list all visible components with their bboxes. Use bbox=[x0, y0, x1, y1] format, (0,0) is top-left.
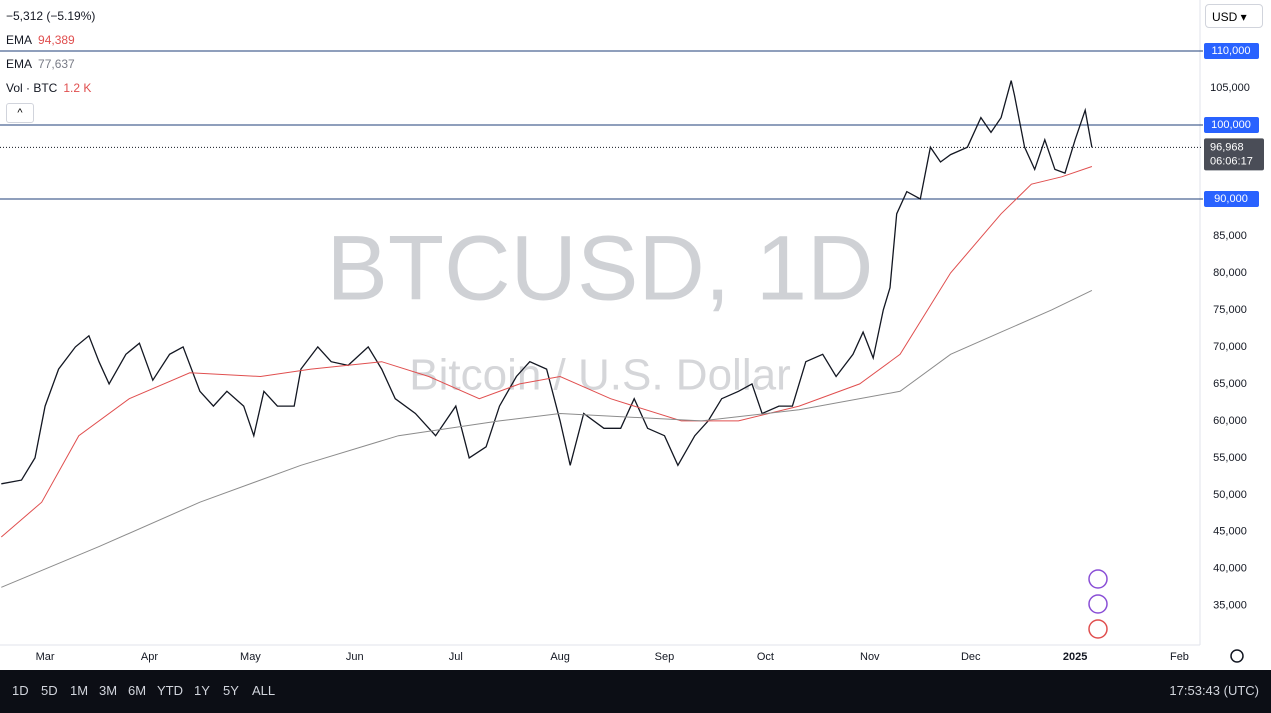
y-tick-label: 40,000 bbox=[1213, 563, 1247, 575]
last-price-bg bbox=[1204, 138, 1264, 171]
x-tick-label: Dec bbox=[961, 651, 981, 663]
y-tick-label: 75,000 bbox=[1213, 304, 1247, 316]
legend-volume: Vol · BTC 1.2 K bbox=[6, 81, 97, 95]
y-tick-label: 85,000 bbox=[1213, 230, 1247, 242]
legend-ema-slow: EMA 77,637 bbox=[6, 57, 81, 71]
range-button[interactable]: YTD bbox=[157, 683, 183, 698]
value: 94,389 bbox=[38, 33, 75, 47]
ema-line bbox=[1, 289, 1093, 588]
watermark-symbol: BTCUSD, 1D bbox=[327, 217, 874, 319]
event-icon[interactable] bbox=[1088, 594, 1108, 614]
clock: 17:53:43 (UTC) bbox=[1169, 683, 1259, 698]
label: EMA bbox=[6, 57, 33, 71]
y-tick-label: 55,000 bbox=[1213, 452, 1247, 464]
range-button[interactable]: 1Y bbox=[194, 683, 210, 698]
x-tick-label: Mar bbox=[36, 651, 55, 663]
range-button[interactable]: 1D bbox=[12, 683, 29, 698]
price-label-bg bbox=[1204, 117, 1259, 134]
event-icon[interactable] bbox=[1088, 619, 1108, 639]
currency: USD bbox=[1212, 10, 1238, 24]
y-tick-label: 65,000 bbox=[1213, 378, 1247, 390]
chart: BTCUSD, 1D Bitcoin / U.S. Dollar 105,000… bbox=[0, 0, 1264, 663]
x-tick-label: Feb bbox=[1170, 651, 1189, 663]
price-label: 100,000 bbox=[1211, 119, 1251, 131]
last-price-label: 96,968 bbox=[1210, 141, 1244, 153]
y-tick-label: 35,000 bbox=[1213, 600, 1247, 612]
label: Vol · BTC bbox=[6, 81, 58, 95]
range-button[interactable]: 1M bbox=[70, 683, 89, 698]
label: EMA bbox=[6, 33, 33, 47]
price-label-bg bbox=[1204, 190, 1259, 207]
x-tick-label: Apr bbox=[141, 651, 158, 663]
y-tick-label: 105,000 bbox=[1210, 82, 1250, 94]
countdown: 06:06:17 bbox=[1210, 155, 1253, 167]
collapse-button[interactable]: ^ bbox=[6, 103, 34, 123]
legend-ema-fast: EMA 94,389 bbox=[6, 33, 81, 47]
x-tick-label: Nov bbox=[860, 651, 880, 663]
y-tick-label: 50,000 bbox=[1213, 489, 1247, 501]
x-tick-label: Oct bbox=[757, 651, 774, 663]
y-tick-label: 70,000 bbox=[1213, 341, 1247, 353]
value: 1.2 K bbox=[63, 81, 92, 95]
price-label: 110,000 bbox=[1212, 45, 1251, 57]
legend-change: −5,312 (−5.19%) bbox=[6, 9, 101, 23]
ema-line bbox=[0, 166, 1093, 538]
y-tick-label: 45,000 bbox=[1213, 526, 1247, 538]
range-button[interactable]: ALL bbox=[252, 683, 276, 698]
range-button[interactable]: 5Y bbox=[223, 683, 239, 698]
range-button[interactable]: 5D bbox=[41, 683, 58, 698]
x-tick-label: Jun bbox=[346, 651, 364, 663]
settings-icon[interactable] bbox=[1230, 649, 1244, 663]
event-icon[interactable] bbox=[1088, 569, 1108, 589]
value: 77,637 bbox=[38, 57, 75, 71]
range-button[interactable]: 3M bbox=[99, 683, 118, 698]
currency-select[interactable]: USD ▾ bbox=[1205, 4, 1263, 28]
y-tick-label: 80,000 bbox=[1213, 267, 1247, 279]
change: −5,312 (−5.19%) bbox=[6, 9, 96, 23]
range-button[interactable]: 6M bbox=[128, 683, 147, 698]
bottom-toolbar: 17:53:43 (UTC) 1D 5D 1M 3M 6M YTD 1Y 5Y ALL bbox=[0, 670, 1271, 713]
x-tick-label: Aug bbox=[550, 651, 570, 663]
x-tick-label: Jul bbox=[449, 651, 463, 663]
price-label-bg bbox=[1204, 43, 1259, 60]
watermark-name: Bitcoin / U.S. Dollar bbox=[409, 351, 790, 400]
y-tick-label: 60,000 bbox=[1213, 415, 1247, 427]
x-tick-label: 2025 bbox=[1063, 651, 1087, 663]
x-tick-label: May bbox=[240, 651, 261, 663]
price-line bbox=[1, 80, 1093, 485]
x-tick-label: Sep bbox=[655, 651, 675, 663]
price-label: 90,000 bbox=[1214, 193, 1248, 205]
